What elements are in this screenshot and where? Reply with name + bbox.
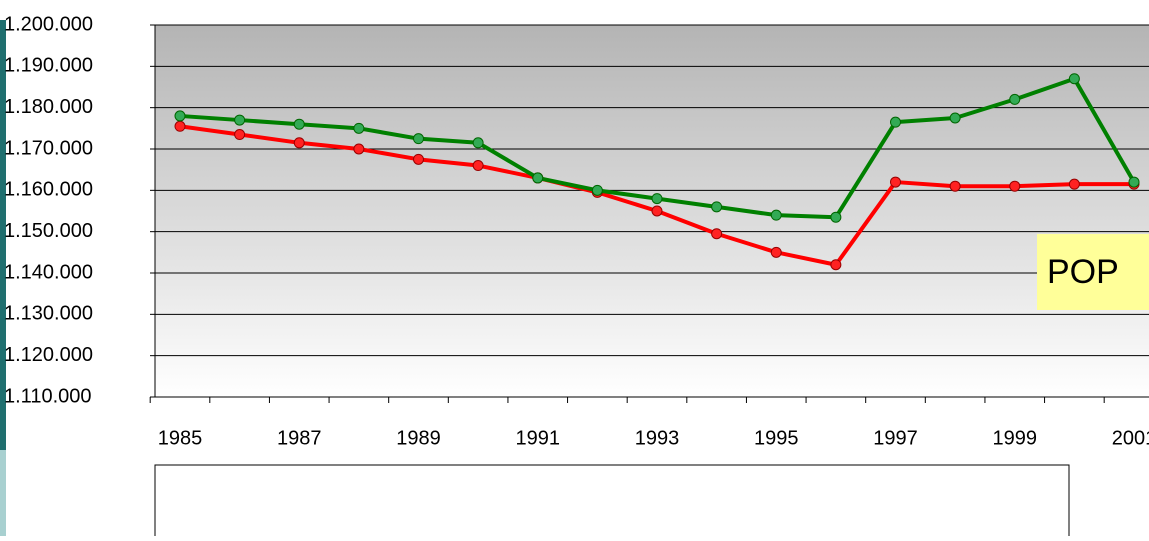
- y-tick-label: 1.150.000: [4, 220, 93, 242]
- point: [353, 143, 365, 155]
- point: [234, 129, 246, 141]
- point: [472, 160, 484, 172]
- point: [532, 172, 544, 184]
- point: [711, 201, 723, 213]
- point: [293, 137, 305, 149]
- y-tick-label: 1.120.000: [4, 344, 93, 366]
- x-tick-label: 1995: [754, 427, 799, 449]
- x-tick-label: 2001: [1112, 427, 1149, 449]
- y-tick-label: 1.140.000: [4, 261, 93, 283]
- y-tick-label: 1.110.000: [4, 385, 92, 407]
- x-tick-label: 1993: [635, 427, 680, 449]
- x-tick-label: 1985: [158, 427, 203, 449]
- side-strip: [0, 20, 6, 450]
- point: [413, 133, 424, 145]
- legend: [154, 464, 1070, 541]
- point: [651, 193, 663, 205]
- point: [949, 180, 961, 192]
- point: [1009, 180, 1021, 192]
- y-tick-label: 1.180.000: [4, 96, 93, 118]
- annotation: POP: [1047, 253, 1119, 291]
- y-tick-label: 1.200.000: [4, 13, 93, 35]
- point: [1068, 178, 1080, 190]
- point: [353, 122, 365, 134]
- point: [591, 184, 603, 196]
- point: [711, 228, 723, 240]
- x-tick-label: 1987: [277, 427, 322, 449]
- point: [830, 211, 842, 223]
- x-tick-label: 1997: [873, 427, 918, 449]
- point: [1128, 176, 1140, 188]
- point: [890, 176, 901, 188]
- y-tick-label: 1.160.000: [4, 179, 93, 201]
- y-tick-label: 1.130.000: [4, 303, 93, 325]
- point: [174, 110, 186, 122]
- point: [830, 259, 842, 271]
- point: [1068, 73, 1080, 85]
- y-tick-label: 1.170.000: [4, 137, 93, 159]
- x-tick-label: 1999: [993, 427, 1038, 449]
- annotation-box: [1037, 234, 1149, 310]
- y-tick-label: 1.190.000: [4, 55, 93, 77]
- point: [293, 118, 305, 130]
- point: [1009, 93, 1021, 105]
- side-strip: [0, 450, 6, 536]
- point: [770, 246, 782, 258]
- point: [770, 209, 782, 221]
- point: [949, 112, 961, 124]
- point: [651, 205, 663, 217]
- point: [174, 120, 186, 132]
- point: [472, 137, 484, 149]
- point: [234, 114, 246, 126]
- x-tick-label: 1989: [396, 427, 441, 449]
- x-tick-label: 1991: [516, 427, 561, 449]
- point: [413, 153, 424, 165]
- point: [890, 116, 901, 128]
